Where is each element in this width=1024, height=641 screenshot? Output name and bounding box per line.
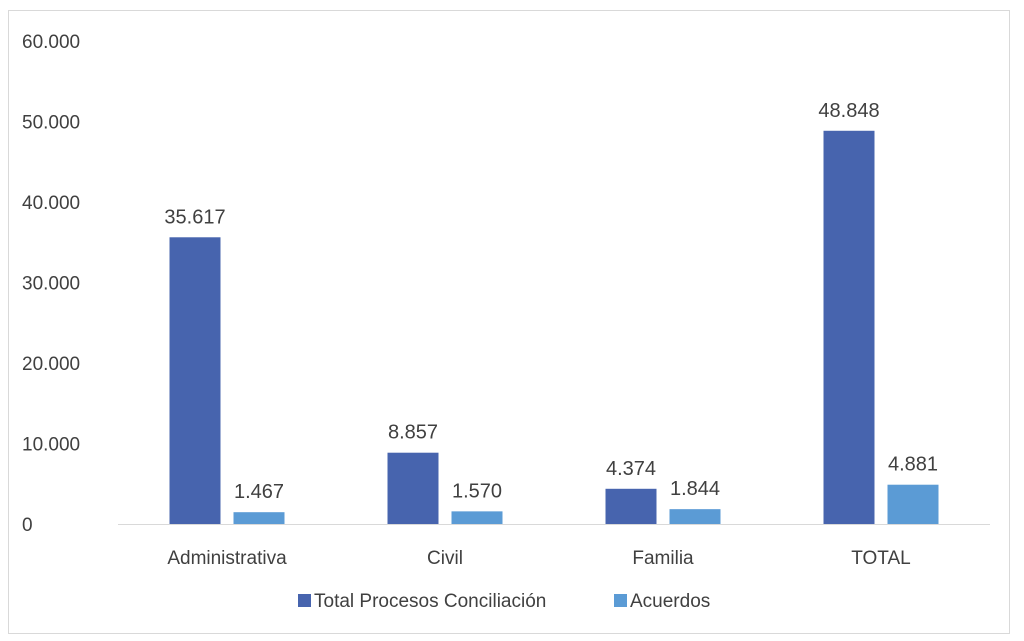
bar-acuerdos-familia — [669, 509, 721, 524]
legend-label: Acuerdos — [630, 591, 710, 612]
bar-acuerdos-total — [887, 484, 939, 524]
bar-total-procesos-administrativa — [169, 237, 221, 525]
data-label: 1.570 — [452, 480, 502, 502]
bars — [169, 130, 939, 525]
category-labels: Administrativa Civil Familia TOTAL — [167, 548, 910, 569]
bar-total-procesos-civil — [387, 452, 439, 524]
data-label: 4.881 — [888, 454, 938, 476]
legend: Total Procesos Conciliación Acuerdos — [298, 591, 710, 612]
y-tick-label: 50.000 — [22, 113, 80, 134]
category-label: Civil — [427, 548, 463, 569]
y-tick-label: 0 — [22, 515, 33, 536]
data-label: 8.857 — [388, 422, 438, 444]
data-label: 1.467 — [234, 481, 284, 503]
data-label: 4.374 — [606, 458, 656, 480]
category-label: Administrativa — [167, 548, 287, 569]
category-label: TOTAL — [851, 548, 910, 569]
data-label: 35.617 — [164, 206, 225, 228]
legend-label: Total Procesos Conciliación — [314, 591, 546, 612]
category-label: Familia — [632, 548, 694, 569]
y-tick-label: 20.000 — [22, 354, 80, 375]
legend-swatch — [298, 594, 311, 607]
y-axis-ticks: 0 10.000 20.000 30.000 40.000 50.000 60.000 — [22, 32, 80, 536]
bar-total-procesos-familia — [605, 488, 657, 524]
data-labels: 35.617 1.467 8.857 1.570 4.374 1.844 48.848 4.8… — [164, 100, 938, 503]
data-label: 48.848 — [818, 100, 879, 122]
y-tick-label: 60.000 — [22, 32, 80, 53]
bar-acuerdos-civil — [451, 511, 503, 524]
bar-acuerdos-administrativa — [233, 512, 285, 524]
data-label: 1.844 — [670, 478, 720, 500]
y-tick-label: 40.000 — [22, 193, 80, 214]
y-tick-label: 10.000 — [22, 435, 80, 456]
legend-swatch — [614, 594, 627, 607]
bar-total-procesos-total — [823, 130, 875, 524]
y-tick-label: 30.000 — [22, 274, 80, 295]
